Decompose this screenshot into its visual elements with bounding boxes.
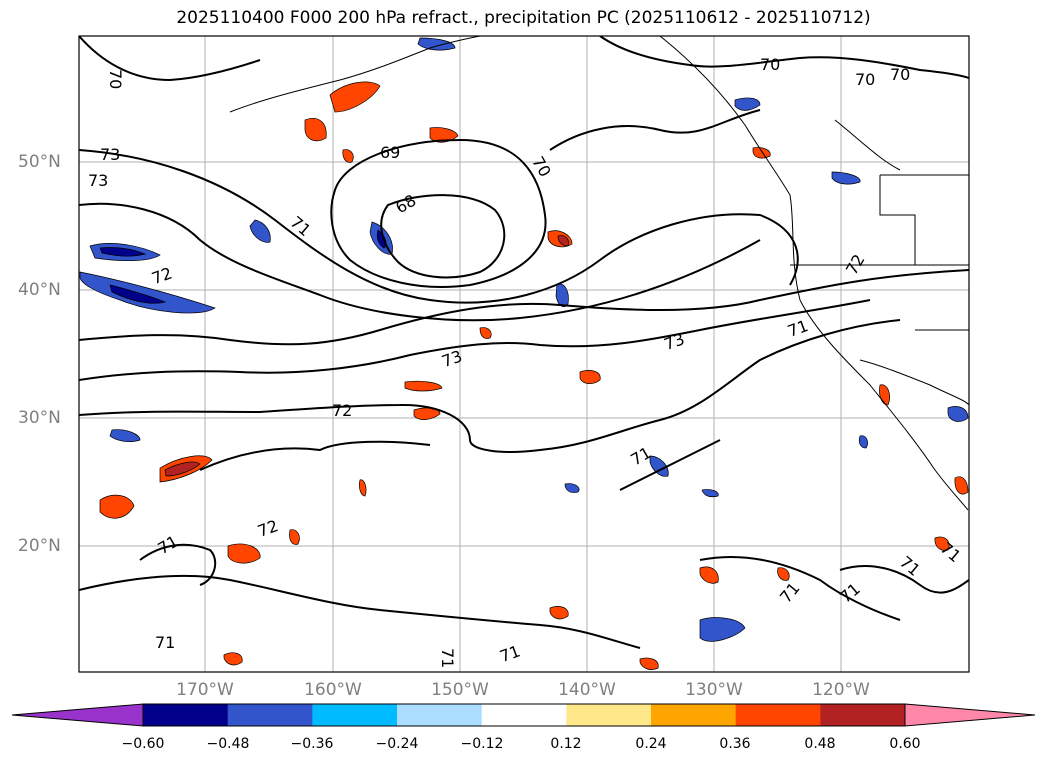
colorbar-segment [312,704,398,726]
colorbar-tick: 0.36 [719,736,751,752]
lon-label-140w: 140°W [558,680,616,700]
lon-label-120w: 120°W [812,680,870,700]
lat-label-30n: 30°N [18,408,61,428]
contour-label: 71 [155,633,175,652]
colorbar-segment [735,704,821,726]
colorbar-segment [397,704,483,726]
contour-label: 73 [88,171,108,190]
map-title: 2025110400 F000 200 hPa refract., precip… [176,8,871,28]
coastlines [229,36,969,511]
colorbar-segment [651,704,737,726]
colorbar-tick: 0.48 [804,736,836,752]
colorbar-segments [11,703,1036,727]
colorbar-tick: 0.60 [889,736,921,752]
colorbar-extend-max [904,703,1036,727]
contour-label: 72 [332,401,352,420]
precip-blobs [79,37,969,670]
colorbar-tick: −0.12 [460,736,504,752]
lat-label-40n: 40°N [18,280,61,300]
colorbar-segment [143,704,229,726]
colorbar-tick: 0.12 [550,736,582,752]
colorbar-extend-min [11,703,144,727]
lon-label-150w: 150°W [431,680,489,700]
colorbar-segment [820,704,906,726]
colorbar-tick: −0.36 [290,736,334,752]
lon-label-170w: 170°W [176,680,234,700]
contour-label: 70 [855,70,875,89]
colorbar-frame [142,703,906,727]
contour-label: 71 [438,648,457,668]
lon-label-130w: 130°W [685,680,743,700]
refractivity-contours [79,36,969,649]
colorbar-tick: −0.60 [121,736,165,752]
contour-label: 70 [890,65,910,84]
contour-label: 70 [106,69,125,89]
contour-label: 73 [100,145,120,164]
lon-label-160w: 160°W [304,680,362,700]
colorbar-tick: 0.24 [635,736,667,752]
map-frame [78,35,970,673]
colorbar-segment [566,704,652,726]
colorbar-segment [227,704,313,726]
colorbar-segment [481,704,567,726]
gridlines [79,36,969,672]
lat-label-50n: 50°N [18,152,61,172]
colorbar-tick: −0.24 [375,736,419,752]
colorbar-tick: −0.48 [206,736,250,752]
contour-label: 69 [380,143,400,162]
contour-label: 70 [760,55,780,74]
lat-label-20n: 20°N [18,536,61,556]
